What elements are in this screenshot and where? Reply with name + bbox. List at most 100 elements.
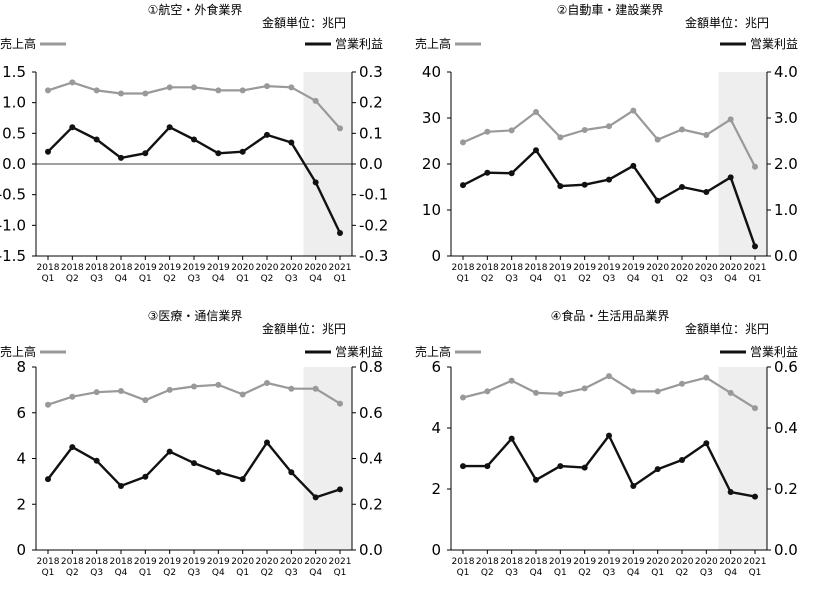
- x-tick-year: 2018: [525, 557, 548, 567]
- x-tick-year: 2018: [476, 263, 499, 273]
- forecast-highlight-band: [718, 72, 767, 256]
- x-tick-quarter: Q2: [163, 274, 176, 284]
- unit-label: 金額単位：兆円: [685, 321, 769, 336]
- x-tick-quarter: Q2: [481, 568, 494, 578]
- sales-point: [703, 132, 710, 139]
- right-tick-label: 0.2: [359, 94, 383, 112]
- x-tick-quarter: Q4: [627, 568, 640, 578]
- x-tick-quarter: Q2: [261, 568, 274, 578]
- left-tick-label: 6: [431, 358, 441, 376]
- x-tick-quarter: Q3: [285, 274, 298, 284]
- x-tick-quarter: Q4: [115, 274, 128, 284]
- profit-point: [703, 440, 710, 447]
- sales-point: [239, 87, 246, 94]
- left-tick-label: 1.5: [2, 63, 26, 81]
- legend-label-sales: 売上高: [415, 36, 451, 51]
- sales-point: [239, 391, 246, 398]
- profit-point: [288, 139, 295, 146]
- x-tick-year: 2019: [183, 557, 206, 567]
- profit-point: [484, 169, 491, 176]
- sales-point: [630, 388, 637, 395]
- x-tick-year: 2020: [695, 557, 718, 567]
- profit-point: [703, 189, 710, 196]
- right-tick-label: 0.2: [774, 480, 798, 498]
- x-tick-year: 2018: [110, 557, 133, 567]
- x-tick-year: 2019: [573, 557, 596, 567]
- sales-point: [45, 401, 51, 408]
- profit-point: [508, 170, 515, 177]
- legend-label-profit: 営業利益: [335, 345, 383, 359]
- x-tick-quarter: Q1: [457, 568, 470, 578]
- x-tick-quarter: Q2: [481, 274, 494, 284]
- profit-line: [47, 125, 342, 234]
- right-tick-label: 0.8: [359, 358, 383, 376]
- x-tick-year: 2019: [549, 263, 572, 273]
- right-tick-label: 4.0: [774, 63, 798, 81]
- sales-point: [118, 388, 124, 395]
- profit-point: [752, 243, 758, 250]
- x-tick-quarter: Q4: [724, 274, 737, 284]
- sales-point: [166, 84, 173, 91]
- sales-point: [679, 380, 685, 387]
- sales-point: [630, 107, 637, 114]
- x-tick-quarter: Q1: [651, 274, 664, 284]
- x-tick-year: 2020: [304, 557, 327, 567]
- left-tick-label: 4: [16, 450, 26, 468]
- x-tick-year: 2018: [61, 557, 84, 567]
- x-tick-quarter: Q1: [457, 274, 470, 284]
- x-tick-year: 2018: [37, 263, 60, 273]
- profit-point: [45, 148, 51, 155]
- left-tick-label: 0.0: [2, 155, 26, 173]
- x-tick-year: 2019: [622, 263, 645, 273]
- profit-point: [239, 148, 246, 155]
- profit-point: [337, 486, 343, 493]
- x-tick-quarter: Q4: [724, 568, 737, 578]
- legend-label-sales: 売上高: [0, 36, 36, 51]
- profit-point: [460, 182, 466, 189]
- x-tick-year: 2020: [695, 263, 718, 273]
- right-tick-label: 1.0: [774, 201, 798, 219]
- profit-point: [191, 460, 197, 467]
- x-tick-quarter: Q2: [578, 274, 591, 284]
- profit-point: [239, 476, 246, 483]
- profit-point: [679, 184, 685, 190]
- sales-point: [142, 90, 149, 97]
- profit-point: [166, 124, 173, 131]
- x-tick-quarter: Q1: [42, 274, 55, 284]
- chart-title: ①航空・外食業界: [148, 2, 243, 17]
- profit-point: [727, 174, 734, 181]
- profit-point: [533, 147, 539, 154]
- left-tick-label: -1.0: [0, 216, 26, 234]
- sales-point: [264, 83, 270, 90]
- sales-point: [727, 389, 734, 396]
- x-tick-quarter: Q2: [261, 274, 274, 284]
- sales-point: [288, 84, 295, 91]
- profit-point: [312, 494, 319, 501]
- sales-point: [460, 139, 466, 146]
- profit-point: [118, 154, 124, 161]
- x-tick-year: 2020: [280, 263, 303, 273]
- left-tick-label: 2: [431, 480, 441, 498]
- sales-point: [337, 400, 343, 407]
- sales-point: [460, 394, 466, 401]
- x-tick-quarter: Q4: [530, 568, 543, 578]
- profit-point: [288, 469, 295, 476]
- x-tick-quarter: Q3: [90, 568, 103, 578]
- x-tick-year: 2018: [500, 557, 523, 567]
- profit-point: [142, 150, 149, 157]
- profit-point: [484, 463, 491, 470]
- sales-point: [191, 383, 197, 390]
- profit-point: [654, 466, 661, 473]
- sales-point: [484, 128, 491, 135]
- left-tick-label: 6: [16, 404, 26, 422]
- sales-point: [69, 79, 76, 86]
- x-tick-quarter: Q1: [554, 568, 567, 578]
- sales-point: [264, 380, 270, 387]
- sales-point: [215, 381, 222, 388]
- sales-point: [118, 90, 124, 97]
- profit-line: [463, 434, 756, 498]
- right-tick-label: 0.2: [359, 495, 383, 513]
